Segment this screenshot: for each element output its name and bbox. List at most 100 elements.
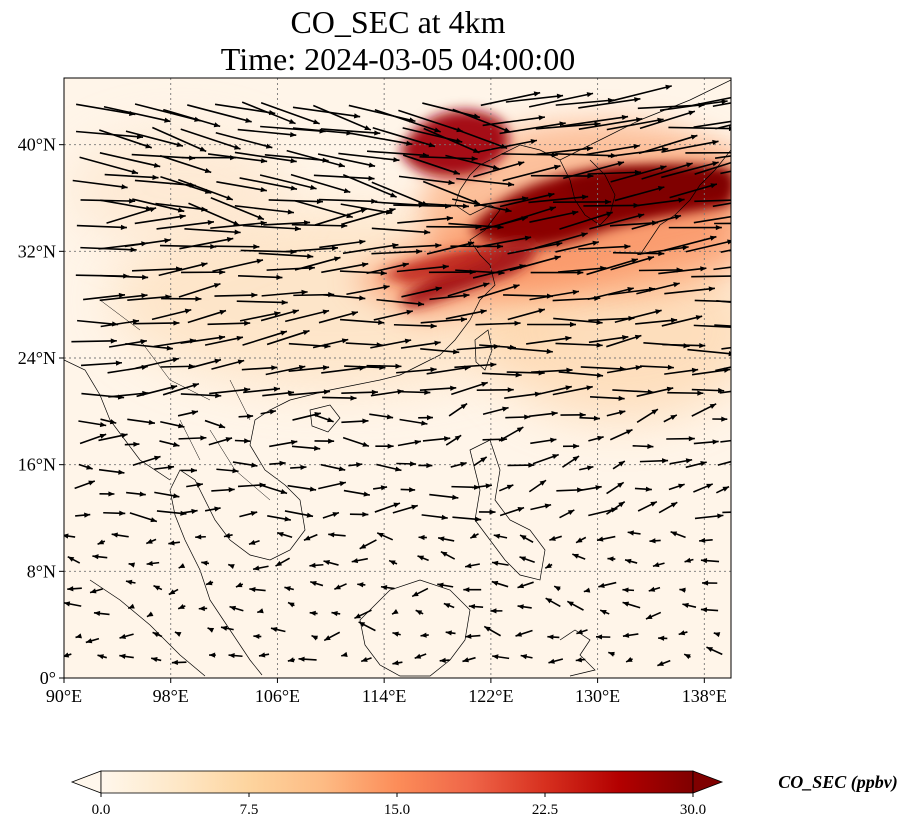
wind-arrowhead [713,632,721,638]
wind-vector [348,104,416,123]
wind-arrowhead [307,253,314,259]
wind-vector [396,368,437,374]
wind-arrowhead [709,403,717,409]
wind-arrowhead [111,532,118,538]
wind-arrowhead [453,169,460,175]
wind-arrowhead [682,602,689,609]
wind-arrowhead [426,462,433,469]
wind-arrowhead [674,214,682,220]
wind-vector [719,390,731,394]
wind-arrowhead [205,580,213,586]
wind-arrowhead [362,511,369,518]
wind-arrowhead [467,241,475,247]
wind-vector [340,203,393,214]
wind-vector [636,387,674,398]
wind-arrowhead [679,587,686,593]
wind-vector [83,293,126,301]
coastline-philippines [469,439,546,581]
wind-vector [77,319,119,326]
wind-arrowhead [463,587,470,593]
wind-vector [156,221,215,230]
wind-arrowhead [414,439,421,445]
wind-vector [80,361,123,367]
wind-arrowhead [468,603,476,610]
wind-arrowhead [515,631,523,637]
wind-arrowhead [309,610,316,616]
wind-arrowhead [670,317,678,323]
wind-arrowhead [521,196,529,202]
wind-vector [178,282,221,298]
wind-arrowhead [622,632,630,638]
wind-arrowhead [389,208,396,214]
wind-arrowhead [201,262,208,268]
wind-vector [720,439,731,443]
wind-arrowhead [251,292,258,298]
y-axis-ticks: 0° 8°N 16°N 24°N 32°N 40°N [18,135,64,688]
wind-arrowhead [277,531,284,537]
wind-vector [209,388,251,395]
wind-arrowhead [460,316,467,323]
wind-arrowhead [592,240,599,246]
wind-arrowhead [174,631,182,637]
wind-arrowhead [595,485,602,491]
wind-arrowhead [430,323,437,329]
wind-vector [507,347,553,353]
wind-arrowhead [67,586,74,592]
wind-vector [529,210,579,223]
wind-vector [187,104,252,123]
wind-vector [419,156,478,160]
wind-arrowhead [660,165,667,171]
wind-vector [341,391,378,395]
wind-arrowhead [368,175,375,181]
wind-vector [80,199,136,202]
wind-vector [79,156,139,175]
wind-vector [312,104,372,131]
wind-arrowhead [545,598,553,604]
wind-arrowhead [424,229,431,235]
wind-arrowhead [772,148,778,153]
wind-vector [559,211,613,230]
wind-arrowhead [276,274,283,280]
wind-vector [473,197,529,207]
wind-vector [134,214,186,225]
wind-arrowhead [456,127,463,133]
wind-vector [507,242,563,255]
wind-arrowhead [406,140,413,146]
wind-arrowhead [559,121,566,127]
wind-arrowhead [385,209,393,215]
wind-arrowhead [259,482,266,488]
wind-arrowhead [209,652,216,658]
wind-arrowhead [445,630,452,636]
wind-arrowhead [64,601,71,607]
wind-vector [507,308,546,321]
wind-vector [321,262,369,274]
wind-arrowhead [647,443,654,450]
wind-arrowhead [260,187,267,193]
wind-vector [713,266,731,271]
wind-vector [552,385,593,396]
wind-arrowhead [313,119,320,125]
wind-arrowhead [673,282,680,288]
wind-vector [178,178,234,201]
wind-arrowhead [218,335,226,341]
wind-arrowhead [250,511,258,517]
wind-vector [586,144,640,156]
wind-vector [266,329,310,346]
wind-vector [536,385,572,396]
wind-vector [687,348,731,355]
wind-arrowhead [380,485,388,491]
wind-vector [506,371,545,374]
wind-arrowhead [517,604,524,610]
wind-arrowhead [764,114,770,119]
wind-vector [609,85,672,103]
wind-arrowhead [119,633,126,639]
wind-vector [528,195,589,204]
wind-vector [720,249,731,253]
wind-vector [693,120,731,128]
wind-arrowhead [289,118,296,124]
wind-arrowhead [198,605,205,612]
wind-vector [609,221,659,227]
wind-arrowhead [334,584,341,590]
wind-arrowhead [627,287,634,293]
wind-arrowhead [353,113,361,119]
